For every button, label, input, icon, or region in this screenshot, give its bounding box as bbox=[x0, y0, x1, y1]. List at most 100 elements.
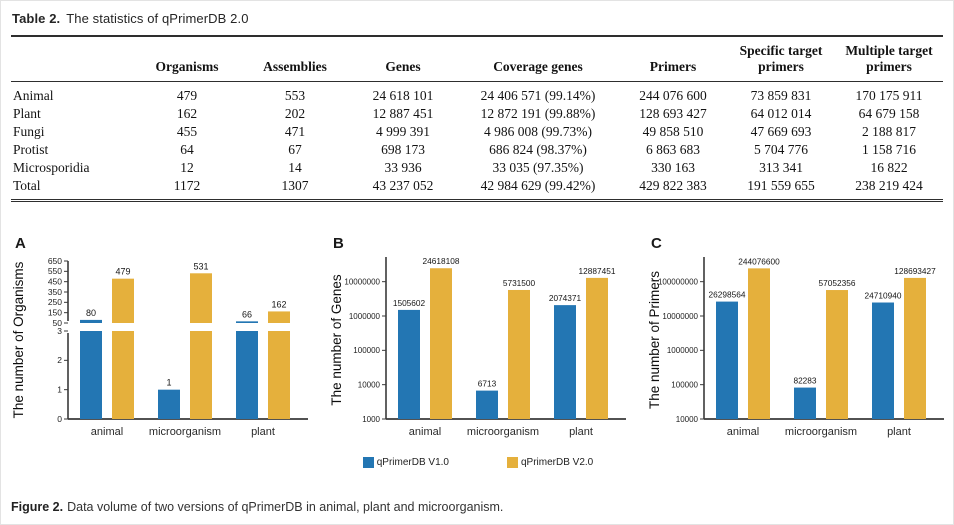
bar-value-label: 1505602 bbox=[393, 298, 426, 308]
bar-lower-segment bbox=[190, 331, 212, 419]
bar-value-label: 2074371 bbox=[549, 293, 582, 303]
table-cell: 1307 bbox=[281, 178, 309, 194]
table-cell: Total bbox=[13, 178, 41, 194]
bar-lower-segment bbox=[268, 331, 290, 419]
x-category-label: microorganism bbox=[785, 426, 857, 438]
x-category-label: animal bbox=[727, 426, 759, 438]
bar-value-label: 66 bbox=[242, 309, 252, 319]
bar-value-label: 479 bbox=[115, 267, 130, 277]
y-axis-title: The number of Organisms bbox=[11, 261, 26, 418]
bar-value-label: 12887451 bbox=[579, 266, 616, 276]
table-cell: 686 824 (98.37%) bbox=[489, 142, 587, 158]
bar-qprimerdb-v1.0 bbox=[554, 305, 576, 419]
table-cell: 33 035 (97.35%) bbox=[492, 160, 584, 176]
bar-value-label: 1 bbox=[166, 378, 171, 388]
table-cell: 42 984 629 (99.42%) bbox=[480, 178, 596, 194]
bar-lower-segment bbox=[236, 331, 258, 419]
table-cell: 33 936 bbox=[384, 160, 422, 176]
table-row: Microsporidia 12 14 33 936 33 035 (97.35%) 33… bbox=[11, 159, 943, 177]
table-cell: 64 bbox=[180, 142, 194, 158]
table-cell: 313 341 bbox=[759, 160, 803, 176]
x-category-label: animal bbox=[409, 426, 441, 438]
x-category-label: plant bbox=[887, 426, 911, 438]
table-body: Animal 479 553 24 618 101 24 406 571 (99.14%… bbox=[11, 82, 943, 201]
table-cell: Plant bbox=[13, 106, 41, 122]
panel-letter: B bbox=[333, 235, 344, 252]
legend-label: qPrimerDB V2.0 bbox=[521, 457, 594, 468]
y-tick-label: 100000000 bbox=[658, 277, 699, 286]
panel-letter: A bbox=[15, 235, 26, 252]
y-tick-label: 650 bbox=[48, 256, 62, 266]
y-tick-label: 10000000 bbox=[344, 277, 380, 286]
bar bbox=[158, 389, 180, 419]
bar-qprimerdb-v2.0 bbox=[430, 268, 452, 419]
bar-upper-segment bbox=[112, 278, 134, 323]
x-category-label: microorganism bbox=[467, 426, 539, 438]
table-cell: 49 858 510 bbox=[642, 124, 704, 140]
bar-value-label: 24618108 bbox=[423, 256, 460, 266]
bar-value-label: 26298564 bbox=[709, 290, 746, 300]
legend-swatch bbox=[507, 457, 518, 468]
figure-charts: A 0 1 2 3 50 150 250 350 450 550 650 80 479 animal 1 531… bbox=[1, 229, 953, 453]
bar-upper-segment bbox=[268, 311, 290, 323]
bar-value-label: 128693427 bbox=[894, 266, 936, 276]
table-cell: 238 219 424 bbox=[855, 178, 923, 194]
chart-svg: 1000 10000 100000 1000000 10000000 1505602 246… bbox=[329, 256, 626, 438]
bar-value-label: 24710940 bbox=[865, 291, 902, 301]
chart-svg: 01235015025035045055065080479animal1531m… bbox=[11, 256, 308, 438]
y-tick-label: 2 bbox=[57, 355, 62, 365]
table-cell: 64 012 014 bbox=[750, 106, 812, 122]
bar-value-label: 244076600 bbox=[738, 256, 780, 266]
table-cell: 191 559 655 bbox=[747, 178, 815, 194]
y-tick-label: 50 bbox=[53, 318, 63, 328]
bar-qprimerdb-v2.0 bbox=[826, 290, 848, 419]
y-tick-label: 1000000 bbox=[349, 312, 381, 321]
table-header-row: Organisms Assemblies Genes Coverage genes Pr… bbox=[11, 36, 943, 83]
table-cell: 24 618 101 bbox=[372, 88, 434, 104]
table-cell: 67 bbox=[288, 142, 302, 158]
legend-swatch bbox=[362, 457, 374, 468]
table-cell: 455 bbox=[176, 124, 198, 140]
legend-label: qPrimerDB V1.0 bbox=[376, 457, 449, 468]
y-tick-label: 1000 bbox=[362, 415, 380, 424]
table-title-label: Table 2. bbox=[12, 11, 61, 26]
x-category-label: microorganism bbox=[149, 426, 221, 438]
bar-value-label: 6713 bbox=[478, 379, 497, 389]
table-cell: 162 bbox=[176, 106, 198, 122]
y-tick-label: 1000000 bbox=[667, 346, 699, 355]
table-header-cell: Organisms bbox=[133, 36, 241, 83]
table-section: Table 2. The statistics of qPrimerDB 2.0 … bbox=[11, 9, 943, 203]
y-tick-label: 0 bbox=[57, 414, 62, 424]
y-tick-label: 100000 bbox=[353, 346, 380, 355]
bar-value-label: 5731500 bbox=[503, 278, 536, 288]
bar-lower-segment bbox=[80, 331, 102, 419]
table-cell: 429 822 383 bbox=[639, 178, 707, 194]
bar-upper-segment bbox=[190, 273, 212, 323]
table-cell: 12 bbox=[180, 160, 194, 176]
table-cell: 16 822 bbox=[870, 160, 908, 176]
table-cell: 4 999 391 bbox=[376, 124, 430, 140]
chart-legend: qPrimerDB V1.0 qPrimerDB V2.0 bbox=[1, 457, 953, 468]
y-axis-title: The number of Genes bbox=[329, 274, 344, 406]
table-cell: Fungi bbox=[13, 124, 45, 140]
table-row: Total 1172 1307 43 237 052 42 984 629 (99.42… bbox=[11, 177, 943, 201]
table-title: Table 2. The statistics of qPrimerDB 2.0 bbox=[12, 11, 943, 26]
bar-upper-segment bbox=[80, 319, 102, 323]
figure-caption: Figure 2. Data volume of two versions of … bbox=[11, 500, 503, 514]
bar-value-label: 162 bbox=[271, 299, 286, 309]
table-cell: Protist bbox=[13, 142, 49, 158]
figure-caption-label: Figure 2. bbox=[11, 500, 64, 514]
y-tick-label: 10000 bbox=[676, 415, 699, 424]
legend-item: qPrimerDB V2.0 bbox=[507, 457, 593, 468]
x-category-label: plant bbox=[569, 426, 593, 438]
table-cell: 47 669 693 bbox=[750, 124, 812, 140]
y-axis-title: The number of Primers bbox=[647, 271, 662, 409]
bar-qprimerdb-v2.0 bbox=[748, 268, 770, 419]
table-cell: 14 bbox=[288, 160, 302, 176]
table-cell: 1172 bbox=[173, 178, 201, 194]
table-cell: 330 163 bbox=[651, 160, 695, 176]
table-cell: 12 872 191 (99.88%) bbox=[480, 106, 596, 122]
table-cell: 170 175 911 bbox=[855, 88, 923, 104]
bar-qprimerdb-v1.0 bbox=[476, 390, 498, 419]
